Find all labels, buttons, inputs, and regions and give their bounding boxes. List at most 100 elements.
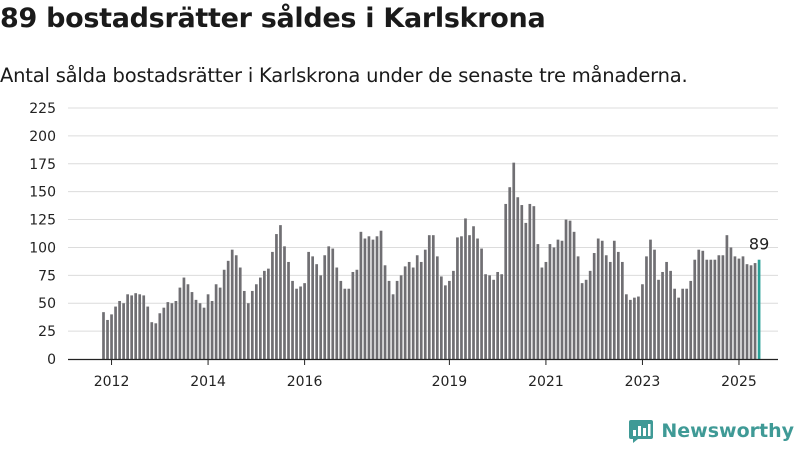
bar	[548, 244, 552, 359]
bar	[283, 246, 286, 359]
x-tick-label: 2025	[721, 374, 757, 390]
bar	[657, 279, 660, 359]
y-tick-label: 50	[38, 296, 56, 312]
bar	[391, 294, 395, 359]
bar	[347, 288, 351, 359]
bar	[162, 307, 166, 359]
bar	[645, 256, 648, 359]
bar	[411, 267, 415, 359]
bar	[222, 269, 226, 359]
bar	[134, 293, 138, 359]
y-tick-label: 225	[29, 101, 56, 117]
bar	[335, 267, 339, 359]
bar	[375, 236, 379, 359]
bar	[415, 255, 419, 359]
bar	[403, 266, 407, 359]
bar	[572, 231, 576, 359]
bar	[190, 292, 194, 359]
bar	[520, 205, 524, 359]
bar	[641, 284, 644, 359]
y-tick-label: 75	[38, 268, 56, 284]
chart-subtitle: Antal sålda bostadsrätter i Karlskrona u…	[0, 64, 688, 87]
y-tick-label: 0	[47, 352, 56, 368]
last-value-label: 89	[749, 235, 769, 254]
bar	[431, 235, 435, 359]
bar	[287, 261, 290, 359]
bar	[355, 269, 359, 359]
bar	[194, 299, 198, 359]
bar	[721, 255, 725, 359]
bar	[444, 285, 447, 359]
bar	[359, 231, 363, 359]
bar	[291, 280, 294, 359]
bar	[238, 267, 242, 359]
bar	[725, 235, 729, 359]
bar	[142, 295, 146, 359]
bar	[198, 303, 202, 359]
bar	[476, 238, 479, 359]
bar	[564, 219, 568, 359]
y-tick-label: 175	[29, 157, 56, 173]
bar	[580, 283, 584, 359]
bar	[106, 319, 109, 359]
bar	[689, 280, 693, 359]
bar	[596, 238, 600, 359]
bar	[741, 256, 745, 359]
bar	[669, 270, 672, 359]
bar	[677, 297, 680, 359]
bar	[399, 275, 403, 359]
bar	[504, 203, 508, 359]
bar	[250, 290, 254, 359]
x-tick-label: 2014	[190, 374, 226, 390]
bar	[323, 255, 327, 359]
bar	[387, 280, 391, 359]
bar	[114, 306, 117, 359]
bar	[468, 235, 471, 359]
bar	[456, 237, 459, 359]
newsworthy-logo-icon	[629, 420, 654, 443]
bar	[460, 236, 463, 359]
bar	[315, 264, 319, 359]
bar	[439, 276, 443, 359]
axes: 0 25 50 75 100 125 150 175 200 225 2012 2014 2016 201…	[29, 101, 778, 390]
bar-latest	[757, 259, 761, 359]
bar	[749, 265, 753, 359]
bar	[637, 296, 640, 359]
bar	[327, 246, 331, 359]
bar	[182, 277, 186, 359]
bar	[633, 297, 636, 359]
bar	[560, 240, 564, 359]
bar	[178, 287, 182, 359]
bar	[118, 300, 121, 359]
bar	[512, 162, 516, 359]
x-tick-label: 2023	[625, 374, 661, 390]
bar	[576, 256, 580, 359]
bar	[556, 239, 560, 359]
bar	[508, 187, 512, 359]
bar	[584, 279, 588, 359]
bar	[379, 230, 383, 359]
bar	[604, 255, 608, 359]
bar	[701, 250, 705, 359]
bar	[299, 286, 302, 359]
bar	[363, 238, 367, 359]
bar	[661, 271, 664, 359]
y-tick-label: 25	[38, 324, 56, 340]
bar	[705, 259, 709, 359]
bar	[154, 323, 158, 359]
bar	[713, 259, 717, 359]
x-tick-label: 2019	[432, 374, 468, 390]
bar	[464, 218, 467, 359]
bar	[536, 244, 540, 359]
bar	[544, 261, 548, 359]
bar	[616, 251, 620, 359]
bar	[600, 240, 604, 359]
bar	[130, 295, 134, 359]
y-tick-label: 125	[29, 213, 56, 229]
bar	[271, 251, 274, 359]
bar	[126, 294, 129, 359]
bar	[709, 259, 713, 359]
y-tick-label: 150	[29, 185, 56, 201]
bar	[753, 263, 757, 359]
